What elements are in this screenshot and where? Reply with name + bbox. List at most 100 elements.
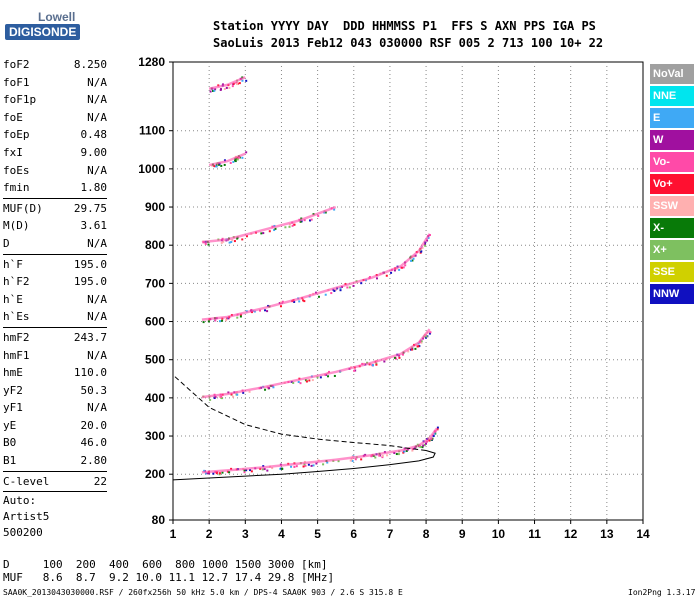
echo-point	[378, 454, 381, 457]
echo-point	[221, 471, 224, 474]
echo-point	[352, 284, 355, 287]
echo-point	[302, 465, 305, 468]
param-label: MUF(D)	[3, 201, 43, 215]
echo-point	[436, 426, 439, 429]
distance-row: D 100 200 400 600 800 1000 1500 3000 [km…	[3, 558, 328, 571]
echo-point	[241, 79, 244, 82]
echo-point	[274, 227, 277, 230]
echo-point	[371, 364, 374, 367]
echo-point	[381, 454, 384, 457]
echo-point	[273, 229, 276, 232]
echo-point	[428, 439, 431, 442]
echo-point	[234, 159, 237, 162]
echo-point	[217, 84, 220, 87]
y-tick-label: 80	[152, 513, 166, 527]
echo-point	[310, 218, 313, 221]
legend-item: SSE	[650, 262, 694, 282]
echo-point	[305, 379, 308, 382]
echo-point	[417, 345, 420, 348]
legend-item: X+	[650, 240, 694, 260]
echo-point	[232, 395, 235, 398]
echo-point	[204, 242, 207, 245]
echo-point	[333, 289, 336, 292]
echo-point	[420, 341, 423, 344]
echo-point	[248, 390, 251, 393]
echo-point	[228, 241, 231, 244]
echo-point	[213, 89, 216, 92]
param-value: 29.75	[73, 201, 107, 215]
param-row: foEp 0.48	[3, 126, 107, 144]
param-row: foF2 8.250	[3, 56, 107, 74]
echo-point	[375, 277, 378, 280]
param-value: 243.7	[73, 330, 107, 344]
echo-point	[225, 86, 228, 89]
profile-curve-dashed	[172, 374, 427, 452]
echo-point	[429, 331, 432, 334]
echo-point	[349, 459, 352, 462]
param-value: 2.80	[80, 454, 108, 468]
param-value: 195.0	[73, 257, 107, 271]
echo-point	[395, 453, 398, 456]
param-value: 8.250	[73, 58, 107, 71]
x-tick-label: 6	[350, 527, 357, 541]
echo-point	[228, 471, 231, 474]
echo-point	[236, 158, 239, 161]
param-row: yF1 N/A	[3, 399, 107, 417]
y-tick-label: 1000	[138, 162, 165, 176]
echo-point	[213, 165, 216, 168]
header-values: SaoLuis 2013 Feb12 043 030000 RSF 005 2 …	[213, 36, 604, 50]
echo-point	[322, 463, 325, 466]
param-separator	[3, 197, 107, 199]
echo-point	[393, 451, 396, 454]
echo-point	[401, 266, 404, 269]
echo-point	[324, 211, 327, 214]
echo-point	[410, 259, 413, 262]
param-value: N/A	[87, 348, 107, 362]
echo-point	[215, 165, 218, 168]
echo-point	[236, 237, 239, 240]
echo-point	[310, 464, 313, 467]
echo-point	[218, 395, 221, 398]
echo-point	[284, 226, 287, 229]
echo-point	[423, 443, 426, 446]
echo-point	[214, 395, 217, 398]
echo-point	[288, 225, 291, 228]
param-label: foF2	[3, 58, 30, 71]
echo-point	[271, 467, 274, 470]
param-label: foF1p	[3, 93, 37, 107]
auto-line: Artist5	[3, 510, 50, 524]
param-separator	[3, 470, 107, 472]
echo-point	[426, 440, 429, 443]
echo-point	[339, 289, 342, 292]
echo-point	[304, 464, 307, 467]
echo-point	[261, 468, 264, 471]
echo-point	[223, 87, 226, 90]
param-label: hmE	[3, 366, 23, 380]
echo-point	[385, 274, 388, 277]
param-label: h`F2	[3, 275, 30, 289]
x-tick-label: 5	[314, 527, 321, 541]
x-tick-label: 13	[600, 527, 614, 541]
echo-point	[279, 305, 282, 308]
auto-line: Auto:	[3, 494, 37, 508]
echo-point	[324, 293, 327, 296]
echo-point	[293, 465, 296, 468]
echo-point	[428, 332, 431, 335]
echo-point	[351, 459, 354, 462]
echo-point	[231, 85, 234, 88]
echo-point	[298, 300, 301, 303]
echo-point	[327, 375, 330, 378]
echo-point	[317, 295, 320, 298]
echo-point	[223, 159, 226, 162]
echo-point	[262, 232, 265, 235]
echo-point	[316, 376, 319, 379]
echo-point	[412, 257, 415, 260]
echo-point	[398, 268, 401, 271]
param-label: yE	[3, 418, 17, 432]
echo-point	[334, 288, 337, 291]
x-tick-label: 7	[387, 527, 394, 541]
echo-trace	[201, 233, 431, 321]
echo-point	[260, 232, 263, 235]
param-value: 20.0	[80, 418, 108, 432]
param-row: hmE 110.0	[3, 364, 107, 382]
